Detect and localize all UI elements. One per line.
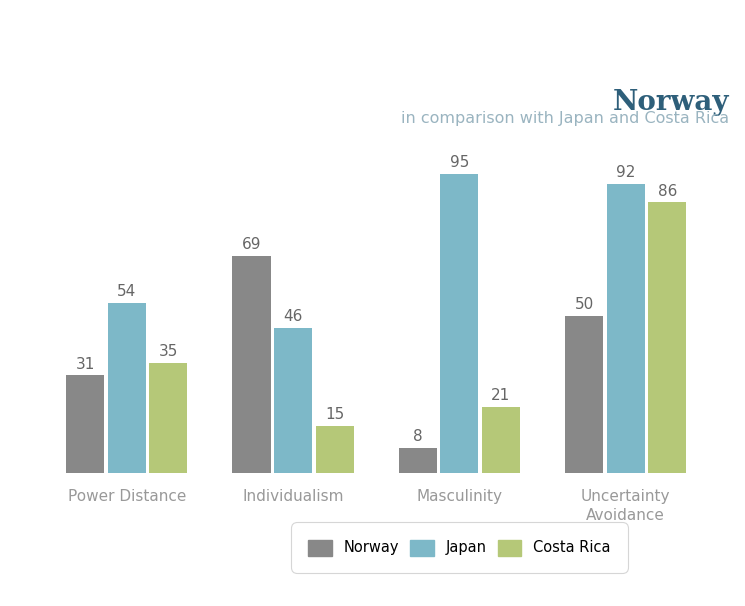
Bar: [232, 256, 270, 473]
Text: 31: 31: [75, 356, 95, 371]
Text: 92: 92: [616, 165, 635, 180]
Text: 95: 95: [450, 155, 469, 170]
Text: 54: 54: [117, 284, 136, 299]
Bar: [108, 303, 146, 473]
Text: Norway: Norway: [613, 89, 729, 116]
Text: 21: 21: [491, 388, 510, 403]
Text: 69: 69: [242, 237, 261, 252]
Text: 8: 8: [413, 429, 422, 444]
Bar: [399, 448, 437, 473]
Bar: [66, 375, 104, 473]
Bar: [648, 202, 686, 473]
Text: 46: 46: [283, 310, 302, 324]
Bar: [440, 174, 478, 473]
Bar: [482, 407, 520, 473]
Legend: Norway, Japan, Costa Rica: Norway, Japan, Costa Rica: [297, 528, 622, 567]
Bar: [316, 425, 354, 473]
Bar: [565, 316, 603, 473]
Text: 50: 50: [574, 297, 594, 312]
Text: 35: 35: [159, 344, 178, 359]
Text: 15: 15: [325, 407, 344, 422]
Text: 86: 86: [658, 184, 677, 199]
Bar: [149, 363, 188, 473]
Bar: [274, 328, 312, 473]
Text: in comparison with Japan and Costa Rica: in comparison with Japan and Costa Rica: [402, 112, 729, 126]
Bar: [606, 184, 644, 473]
